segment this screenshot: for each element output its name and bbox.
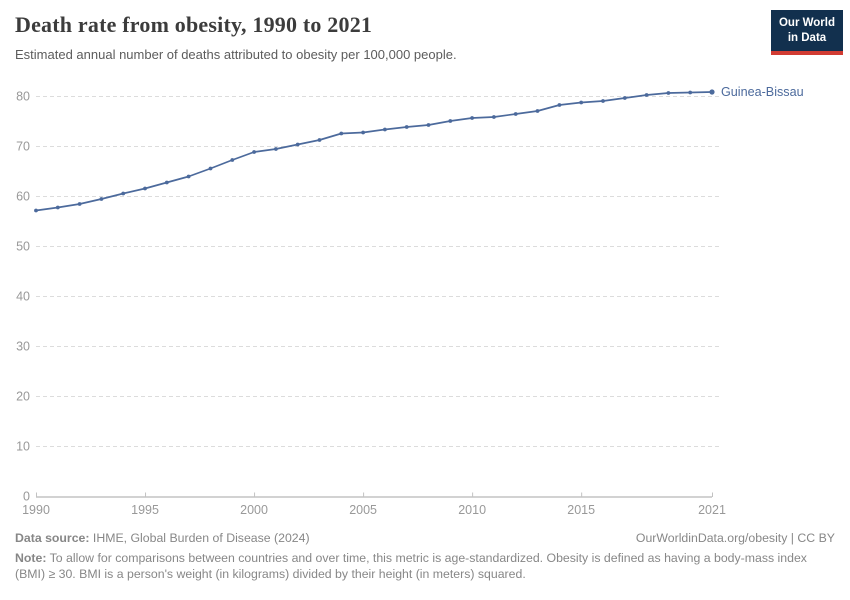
y-tick-label: 50 [16, 240, 30, 254]
data-point[interactable] [622, 96, 627, 100]
data-source-label: Data source: [15, 531, 90, 545]
data-point[interactable] [557, 103, 562, 107]
owid-logo: Our World in Data [771, 10, 843, 55]
series-end-label: Guinea-Bissau [721, 85, 804, 99]
data-point[interactable] [34, 208, 38, 213]
data-point[interactable] [252, 150, 256, 154]
chart-subtitle: Estimated annual number of deaths attrib… [15, 47, 457, 62]
data-point[interactable] [186, 174, 191, 179]
x-tick-label: 2000 [240, 503, 268, 517]
data-point[interactable] [492, 115, 496, 119]
x-tick-label: 1990 [22, 503, 50, 517]
data-point[interactable] [426, 123, 431, 127]
footnote: Note: To allow for comparisons between c… [15, 551, 815, 582]
data-point[interactable] [230, 158, 235, 162]
x-tick-label: 2015 [567, 503, 595, 517]
data-point[interactable] [208, 166, 213, 171]
data-point[interactable] [448, 119, 453, 123]
data-point[interactable] [579, 100, 584, 105]
footnote-label: Note: [15, 551, 47, 565]
data-point[interactable] [513, 112, 518, 116]
y-tick-label: 60 [16, 190, 30, 204]
series-line[interactable] [35, 91, 713, 212]
x-tick-label: 1995 [131, 503, 159, 517]
data-point[interactable] [361, 130, 365, 135]
x-tick-label: 2010 [458, 503, 486, 517]
data-point[interactable] [77, 202, 82, 206]
data-point[interactable] [55, 205, 60, 210]
data-point[interactable] [666, 91, 671, 95]
data-point[interactable] [143, 186, 147, 191]
attribution: OurWorldinData.org/obesity | CC BY [635, 531, 835, 545]
data-source-text: IHME, Global Burden of Disease (2024) [89, 531, 310, 545]
y-tick-label: 80 [16, 90, 30, 104]
data-point[interactable] [383, 127, 387, 132]
data-point[interactable] [339, 131, 344, 136]
data-point[interactable] [317, 138, 322, 142]
data-point[interactable] [99, 197, 104, 201]
x-tick-label: 2021 [698, 503, 726, 517]
y-tick-label: 10 [16, 440, 30, 454]
data-point[interactable] [404, 125, 409, 129]
y-tick-label: 0 [23, 490, 30, 504]
y-tick-label: 40 [16, 290, 30, 304]
page-title: Death rate from obesity, 1990 to 2021 [15, 12, 373, 37]
footer: Data source: IHME, Global Burden of Dise… [15, 531, 835, 582]
y-tick-label: 70 [16, 140, 30, 154]
data-point[interactable] [688, 90, 693, 95]
y-tick-label: 20 [16, 390, 30, 404]
data-point[interactable] [295, 142, 300, 147]
x-tick-label: 2005 [349, 503, 377, 517]
data-point[interactable] [535, 109, 540, 113]
data-point[interactable] [709, 89, 715, 95]
owid-logo-line2: in Data [787, 31, 827, 44]
footnote-text: To allow for comparisons between countri… [15, 551, 807, 581]
data-point[interactable] [274, 147, 278, 151]
data-source: Data source: IHME, Global Burden of Dise… [15, 531, 310, 545]
data-point[interactable] [601, 99, 605, 103]
data-point[interactable] [470, 116, 474, 120]
data-point[interactable] [644, 93, 649, 97]
data-point[interactable] [164, 180, 169, 185]
owid-logo-line1: Our World [778, 17, 835, 29]
y-tick-label: 30 [16, 340, 30, 354]
data-point[interactable] [121, 191, 126, 196]
